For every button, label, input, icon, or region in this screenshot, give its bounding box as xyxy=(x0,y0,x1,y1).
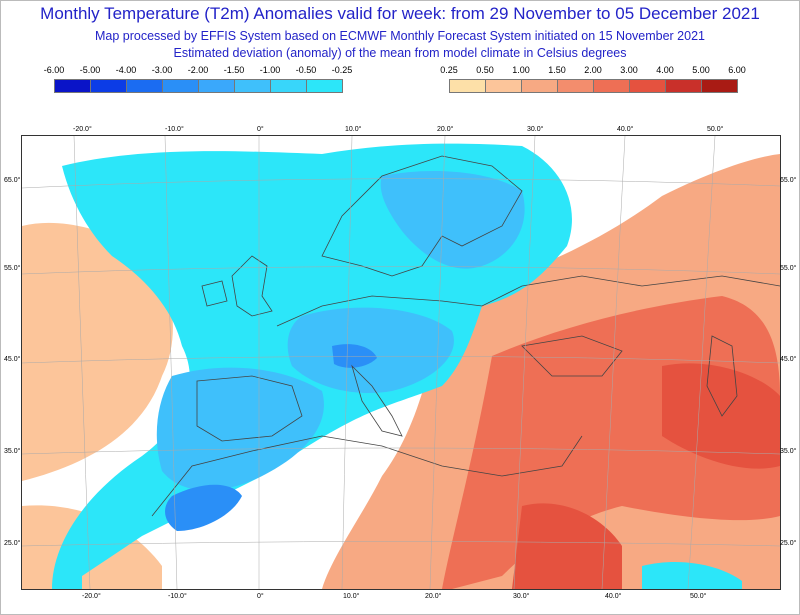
lon-label-top-e20: 20.0° xyxy=(437,126,454,133)
lat-label-left-55: 55.0° xyxy=(4,265,21,272)
coastline-italy xyxy=(351,364,403,437)
lon-label-bottom-w20: -20.0° xyxy=(82,593,101,600)
coastline-britain xyxy=(231,255,273,317)
legend-warm-swatch-2 xyxy=(521,79,558,93)
legend-cold-tick-0: -6.00 xyxy=(43,65,65,75)
lon-label-top-w10: -10.0° xyxy=(165,126,184,133)
legend-cold-tick-2: -4.00 xyxy=(115,65,137,75)
legend-warm-tick-4: 2.00 xyxy=(584,65,602,75)
lon-label-top-e10: 10.0° xyxy=(345,126,362,133)
lon-label-bottom-e20: 20.0° xyxy=(425,593,442,600)
lon-label-bottom-e50: 50.0° xyxy=(690,593,707,600)
cold-iberia-mid xyxy=(156,367,324,491)
legend-warm-tick-6: 4.00 xyxy=(656,65,674,75)
legend-warm-scale xyxy=(449,79,738,93)
legend-cold-swatch-2 xyxy=(126,79,163,93)
lat-label-right-65: 65.0° xyxy=(780,177,797,184)
legend-cold-swatch-3 xyxy=(162,79,199,93)
legend-cold-swatch-1 xyxy=(90,79,127,93)
legend-warm-tick-7: 5.00 xyxy=(692,65,710,75)
coastline-iberia xyxy=(196,375,303,442)
lat-label-left-25: 25.0° xyxy=(4,540,21,547)
page-title: Monthly Temperature (T2m) Anomalies vali… xyxy=(40,4,760,23)
legend-cold-swatch-7 xyxy=(306,79,343,93)
legend-warm-tick-1: 0.50 xyxy=(476,65,494,75)
legend-cold-scale xyxy=(54,79,343,93)
legend-warm-tick-3: 1.50 xyxy=(548,65,566,75)
legend-warm-tick-2: 1.00 xyxy=(512,65,530,75)
cold-central-europe-mid xyxy=(287,307,454,394)
lon-label-bottom-0: 0° xyxy=(257,593,264,600)
legend-cold-tick-7: -0.50 xyxy=(295,65,317,75)
lon-label-bottom-e40: 40.0° xyxy=(605,593,622,600)
lon-label-top-e40: 40.0° xyxy=(617,126,634,133)
lat-label-right-45: 45.0° xyxy=(780,356,797,363)
legend-warm-swatch-0 xyxy=(449,79,486,93)
warm-africa-hot xyxy=(512,503,622,589)
legend-cold-swatch-0 xyxy=(54,79,91,93)
lon-label-bottom-e30: 30.0° xyxy=(513,593,530,600)
subtitle-units: Estimated deviation (anomaly) of the mea… xyxy=(173,46,627,60)
lon-label-top-e30: 30.0° xyxy=(527,126,544,133)
lat-label-left-45: 45.0° xyxy=(4,356,21,363)
coastline-europe-mainland xyxy=(276,275,780,327)
legend-cold-swatch-5 xyxy=(234,79,271,93)
warm-atlantic-region xyxy=(22,222,173,482)
legend-warm-swatch-6 xyxy=(665,79,702,93)
lat-label-right-35: 35.0° xyxy=(780,448,797,455)
coastline-caspian xyxy=(706,335,738,417)
anomaly-map xyxy=(21,135,781,590)
coastline-north-africa xyxy=(151,435,583,517)
legend-cold-swatch-6 xyxy=(270,79,307,93)
cold-red-sea-patch xyxy=(642,561,742,589)
cold-nwafrica-deep xyxy=(165,484,242,531)
cold-scandinavia-mid xyxy=(380,171,525,269)
legend-warm-tick-5: 3.00 xyxy=(620,65,638,75)
legend-warm-swatch-4 xyxy=(593,79,630,93)
warm-east-hot xyxy=(662,363,780,469)
lat-label-left-35: 35.0° xyxy=(4,448,21,455)
cold-alps-deep xyxy=(332,344,377,368)
lat-label-right-55: 55.0° xyxy=(780,265,797,272)
legend-warm-tick-8: 6.00 xyxy=(728,65,746,75)
legend-cold-tick-5: -1.50 xyxy=(223,65,245,75)
lon-label-bottom-e10: 10.0° xyxy=(343,593,360,600)
lon-label-bottom-w10: -10.0° xyxy=(168,593,187,600)
coastline-black-sea xyxy=(521,335,623,377)
legend-cold-tick-8: -0.25 xyxy=(331,65,353,75)
lon-label-top-e50: 50.0° xyxy=(707,126,724,133)
legend-warm-swatch-5 xyxy=(629,79,666,93)
lat-label-right-25: 25.0° xyxy=(780,540,797,547)
legend-warm-swatch-1 xyxy=(485,79,522,93)
legend-cold-swatch-4 xyxy=(198,79,235,93)
lon-label-top-w20: -20.0° xyxy=(73,126,92,133)
coastline-ireland xyxy=(201,280,228,307)
coastline-scandinavia xyxy=(321,155,523,277)
lon-label-top-0: 0° xyxy=(257,126,264,133)
legend-cold-tick-1: -5.00 xyxy=(79,65,101,75)
legend-cold-tick-6: -1.00 xyxy=(259,65,281,75)
legend-cold-tick-3: -3.00 xyxy=(151,65,173,75)
legend-warm-swatch-3 xyxy=(557,79,594,93)
subtitle-processing: Map processed by EFFIS System based on E… xyxy=(95,29,705,43)
legend-warm-tick-0: 0.25 xyxy=(440,65,458,75)
legend-warm-swatch-7 xyxy=(701,79,738,93)
legend-cold-tick-4: -2.00 xyxy=(187,65,209,75)
lat-label-left-65: 65.0° xyxy=(4,177,21,184)
anomaly-map-svg xyxy=(22,136,780,589)
